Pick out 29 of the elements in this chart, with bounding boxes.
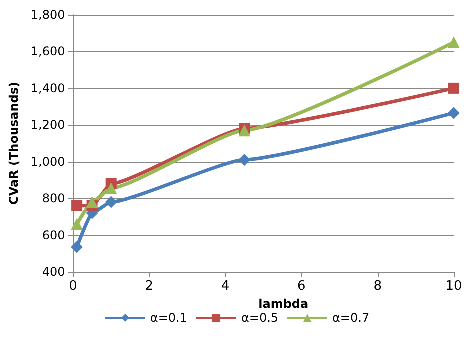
y-tick-label: 1,200 bbox=[30, 118, 66, 132]
x-axis-title: lambda bbox=[258, 296, 309, 311]
point bbox=[105, 182, 118, 194]
y-axis-title: CVaR (Thousands) bbox=[7, 82, 21, 205]
legend-label: α=0.7 bbox=[332, 311, 370, 325]
y-tick-label: 400 bbox=[42, 265, 66, 279]
point bbox=[448, 82, 460, 94]
x-tick-label: 2 bbox=[145, 279, 154, 294]
x-tick-label: 8 bbox=[374, 279, 382, 294]
point bbox=[238, 124, 251, 137]
y-tick-label: 1,800 bbox=[30, 8, 66, 22]
x-tick-label: 6 bbox=[298, 279, 306, 294]
x-tick-label: 10 bbox=[446, 279, 462, 294]
point bbox=[86, 196, 98, 208]
legend-label: α=0.1 bbox=[150, 311, 188, 325]
y-tick-label: 1,000 bbox=[30, 154, 66, 169]
x-tick-label: 0 bbox=[69, 279, 78, 294]
y-tick-label: 1,600 bbox=[30, 44, 66, 59]
x-tick-label: 4 bbox=[221, 279, 230, 294]
point bbox=[448, 107, 460, 120]
y-tick-label: 1,400 bbox=[30, 81, 66, 96]
point bbox=[71, 241, 84, 254]
y-tick-label: 600 bbox=[42, 228, 66, 242]
point bbox=[448, 36, 460, 49]
point bbox=[105, 196, 118, 208]
legend-label: α=0.5 bbox=[241, 311, 279, 325]
y-tick-label: 800 bbox=[42, 192, 66, 206]
point bbox=[71, 218, 84, 230]
point bbox=[72, 200, 83, 212]
